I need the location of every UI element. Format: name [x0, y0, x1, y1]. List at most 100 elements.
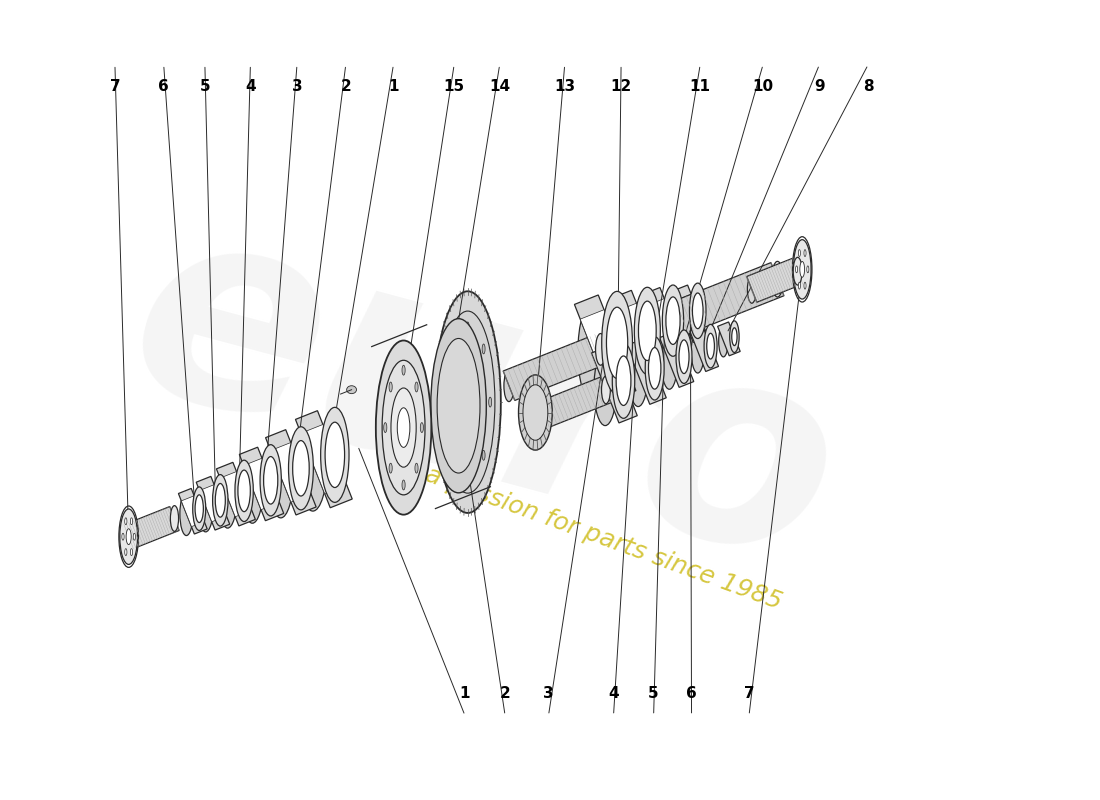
- Polygon shape: [717, 322, 740, 356]
- Ellipse shape: [192, 487, 206, 530]
- Ellipse shape: [691, 330, 704, 373]
- Ellipse shape: [216, 483, 225, 517]
- Ellipse shape: [219, 466, 236, 528]
- Ellipse shape: [397, 408, 410, 447]
- Ellipse shape: [602, 376, 610, 404]
- Ellipse shape: [131, 549, 133, 555]
- Ellipse shape: [795, 266, 798, 273]
- Ellipse shape: [466, 322, 470, 332]
- Ellipse shape: [260, 445, 282, 516]
- Ellipse shape: [443, 397, 447, 407]
- Ellipse shape: [382, 360, 425, 495]
- Ellipse shape: [288, 426, 313, 510]
- Ellipse shape: [326, 422, 344, 487]
- Polygon shape: [670, 262, 784, 336]
- Ellipse shape: [706, 334, 714, 359]
- Ellipse shape: [120, 509, 138, 564]
- Ellipse shape: [180, 492, 192, 535]
- Text: 7: 7: [110, 79, 120, 94]
- Ellipse shape: [676, 330, 692, 383]
- Ellipse shape: [629, 343, 648, 406]
- Ellipse shape: [772, 262, 783, 297]
- Ellipse shape: [431, 318, 486, 493]
- Polygon shape: [616, 303, 658, 366]
- Ellipse shape: [528, 405, 537, 433]
- Ellipse shape: [390, 388, 416, 467]
- Ellipse shape: [415, 382, 418, 392]
- Ellipse shape: [466, 472, 470, 482]
- Ellipse shape: [299, 416, 327, 511]
- Ellipse shape: [804, 250, 806, 257]
- Ellipse shape: [606, 307, 628, 378]
- Polygon shape: [240, 447, 284, 521]
- Polygon shape: [199, 485, 227, 522]
- Ellipse shape: [646, 337, 664, 400]
- Polygon shape: [592, 346, 637, 423]
- Ellipse shape: [806, 266, 808, 273]
- Polygon shape: [301, 425, 346, 494]
- Ellipse shape: [602, 291, 632, 394]
- Polygon shape: [580, 310, 630, 386]
- Polygon shape: [220, 471, 252, 517]
- Text: a passion for parts since 1985: a passion for parts since 1985: [421, 462, 784, 614]
- Ellipse shape: [804, 282, 806, 289]
- Polygon shape: [528, 377, 611, 432]
- Ellipse shape: [578, 301, 608, 404]
- Ellipse shape: [376, 341, 431, 514]
- Polygon shape: [612, 290, 663, 379]
- Ellipse shape: [638, 301, 657, 361]
- Ellipse shape: [212, 474, 228, 526]
- Ellipse shape: [649, 347, 661, 389]
- Text: 10: 10: [752, 79, 773, 94]
- Ellipse shape: [614, 295, 640, 382]
- Ellipse shape: [616, 356, 631, 406]
- Polygon shape: [690, 326, 718, 371]
- Ellipse shape: [384, 422, 387, 433]
- Ellipse shape: [671, 302, 682, 337]
- Ellipse shape: [518, 375, 552, 450]
- Ellipse shape: [434, 291, 500, 513]
- Polygon shape: [676, 294, 704, 334]
- Ellipse shape: [402, 480, 405, 490]
- Polygon shape: [271, 442, 311, 502]
- Polygon shape: [217, 462, 255, 526]
- Ellipse shape: [732, 328, 737, 346]
- Text: 13: 13: [554, 79, 575, 94]
- Text: 12: 12: [610, 79, 631, 94]
- Ellipse shape: [415, 463, 418, 473]
- Ellipse shape: [793, 258, 802, 285]
- Ellipse shape: [747, 275, 756, 303]
- Ellipse shape: [420, 422, 424, 433]
- Ellipse shape: [674, 289, 691, 344]
- Text: 15: 15: [443, 79, 464, 94]
- Ellipse shape: [662, 285, 683, 356]
- Text: 6: 6: [158, 79, 169, 94]
- Ellipse shape: [692, 293, 703, 329]
- Ellipse shape: [704, 324, 717, 368]
- Ellipse shape: [122, 534, 124, 540]
- Text: 4: 4: [245, 79, 255, 94]
- Polygon shape: [244, 458, 279, 510]
- Ellipse shape: [595, 334, 606, 366]
- Polygon shape: [627, 339, 667, 404]
- Ellipse shape: [238, 470, 251, 512]
- Text: 2: 2: [340, 79, 351, 94]
- Ellipse shape: [440, 311, 495, 493]
- Text: 5: 5: [648, 686, 659, 701]
- Text: 3: 3: [543, 686, 553, 701]
- Ellipse shape: [124, 524, 133, 550]
- Polygon shape: [178, 489, 207, 534]
- Text: 9: 9: [814, 79, 825, 94]
- Ellipse shape: [799, 250, 801, 257]
- Ellipse shape: [389, 382, 393, 392]
- Ellipse shape: [635, 287, 660, 374]
- Ellipse shape: [646, 291, 667, 363]
- Ellipse shape: [268, 434, 294, 518]
- Polygon shape: [574, 295, 636, 400]
- Ellipse shape: [389, 463, 393, 473]
- Ellipse shape: [450, 344, 453, 354]
- Polygon shape: [660, 332, 694, 387]
- Polygon shape: [265, 430, 316, 515]
- Ellipse shape: [321, 407, 349, 502]
- Ellipse shape: [482, 344, 485, 354]
